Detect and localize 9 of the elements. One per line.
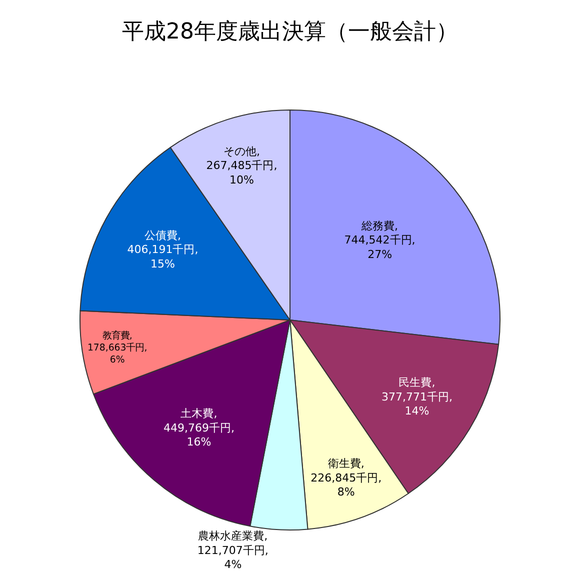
slice-label: 総務費, 744,542千円, 27% <box>344 219 416 261</box>
slice-label: 農林水産業費, 121,707千円, 4% <box>197 530 268 572</box>
slice-label: 民生費, 377,771千円, 14% <box>381 376 452 418</box>
slice-label: 教育費, 178,663千円, 6% <box>87 330 148 366</box>
chart-title: 平成28年度歳出決算（一般会計） <box>122 20 458 45</box>
slice-label: 土木費, 449,769千円, 16% <box>163 407 234 449</box>
slice-label: 公債費, 406,191千円, 15% <box>127 228 198 271</box>
slice-label: 衛生費, 226,845千円, 8% <box>310 456 382 499</box>
slice-label: その他, 267,485千円, 10% <box>206 144 278 186</box>
